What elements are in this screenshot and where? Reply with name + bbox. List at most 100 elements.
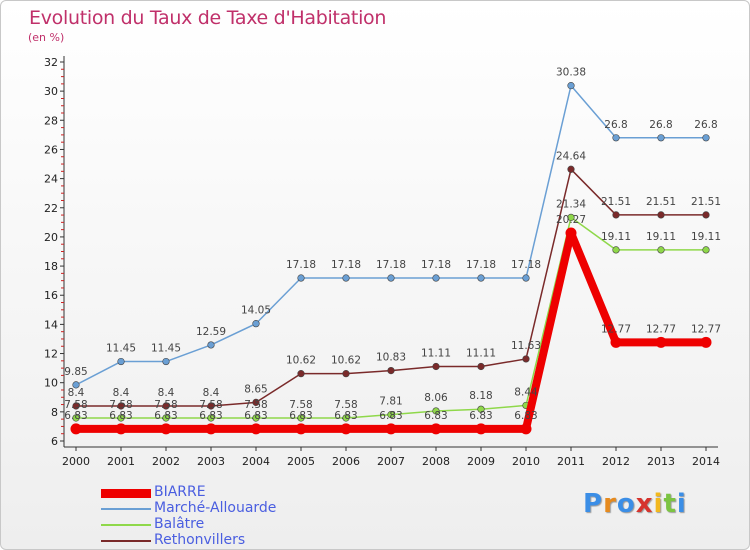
data-label: 17.18 (511, 259, 541, 271)
data-label: 11.11 (466, 348, 496, 360)
data-label: 10.62 (331, 355, 361, 367)
data-label: 26.8 (604, 119, 627, 131)
legend-swatch (101, 489, 151, 498)
data-point (72, 402, 80, 410)
data-point (72, 414, 80, 422)
data-point (522, 274, 530, 282)
data-point (612, 246, 620, 254)
data-label: 6.83 (199, 410, 222, 422)
data-label: 7.58 (334, 399, 357, 411)
data-point (117, 414, 125, 422)
data-label: 19.11 (691, 231, 721, 243)
data-label: 8.4 (68, 387, 85, 399)
data-label: 21.51 (691, 196, 721, 208)
data-label: 8.06 (424, 392, 448, 404)
data-label: 7.58 (244, 399, 267, 411)
data-label: 11.45 (151, 343, 181, 355)
data-point (117, 402, 125, 410)
y-tick-label: 28 (44, 114, 58, 127)
data-point (207, 414, 215, 422)
logo-letter: o (616, 489, 636, 519)
data-point (612, 134, 620, 142)
data-label: 9.85 (64, 366, 87, 378)
legend-swatch (101, 508, 151, 510)
x-tick-label: 2014 (692, 455, 720, 468)
data-label: 6.83 (289, 410, 312, 422)
x-tick-label: 2005 (287, 455, 315, 468)
x-tick-label: 2007 (377, 455, 405, 468)
data-label: 7.58 (109, 399, 132, 411)
data-label: 12.59 (196, 326, 226, 338)
data-label: 20.27 (556, 214, 586, 226)
y-tick-label: 30 (44, 85, 58, 98)
x-tick-label: 2010 (512, 455, 540, 468)
data-point (610, 336, 622, 348)
data-label: 11.45 (106, 343, 136, 355)
x-tick-label: 2000 (62, 455, 90, 468)
data-label: 7.81 (379, 396, 402, 408)
data-label: 8.18 (469, 390, 492, 402)
data-point (340, 423, 352, 435)
data-label: 19.11 (646, 231, 676, 243)
data-point (252, 320, 260, 328)
data-label: 30.38 (556, 67, 586, 79)
logo-letter: t (663, 489, 677, 519)
data-point (612, 211, 620, 219)
data-point (297, 274, 305, 282)
y-tick-label: 16 (44, 289, 58, 302)
data-point (162, 357, 170, 366)
y-tick-label: 14 (44, 318, 58, 331)
data-point (117, 357, 125, 366)
data-label: 7.58 (64, 399, 87, 411)
data-point (657, 211, 665, 219)
x-tick-label: 2003 (197, 455, 225, 468)
data-point (430, 423, 442, 435)
data-label: 7.58 (154, 399, 177, 411)
data-point (385, 423, 397, 435)
x-tick-label: 2001 (107, 455, 135, 468)
data-label: 17.18 (286, 259, 316, 271)
data-label: 12.77 (646, 323, 676, 335)
chart-unit-label: (en %) (28, 31, 65, 44)
x-tick-label: 2011 (557, 455, 585, 468)
data-label: 21.51 (646, 196, 676, 208)
data-point (432, 362, 440, 371)
data-point (162, 414, 170, 422)
data-point (475, 423, 487, 435)
chart-title: Evolution du Taux de Taxe d'Habitation (29, 7, 387, 29)
data-point (70, 423, 82, 435)
x-tick-label: 2012 (602, 455, 630, 468)
data-label: 6.83 (334, 410, 357, 422)
y-tick-label: 26 (44, 143, 58, 156)
x-tick-label: 2009 (467, 455, 495, 468)
data-label: 21.51 (601, 196, 631, 208)
data-label: 6.83 (424, 410, 447, 422)
legend-label: Rethonvillers (154, 532, 246, 548)
data-label: 6.83 (109, 410, 132, 422)
logo-letter: r (603, 489, 617, 519)
data-point (520, 423, 532, 435)
y-tick-label: 8 (51, 406, 58, 419)
y-tick-label: 12 (44, 348, 58, 361)
data-label: 7.58 (199, 399, 222, 411)
data-label: 6.83 (514, 410, 537, 422)
data-point (207, 402, 215, 410)
data-label: 17.18 (331, 259, 361, 271)
data-label: 11.63 (511, 340, 541, 352)
data-label: 17.18 (466, 259, 496, 271)
data-point (432, 407, 440, 415)
x-tick-label: 2002 (152, 455, 180, 468)
data-label: 10.62 (286, 355, 316, 367)
data-label: 26.8 (649, 119, 672, 131)
data-point (115, 423, 127, 435)
data-label: 17.18 (421, 259, 451, 271)
data-point (702, 134, 710, 142)
x-tick-label: 2004 (242, 455, 270, 468)
data-point (387, 366, 395, 375)
y-tick-label: 10 (44, 377, 58, 390)
data-point (207, 341, 215, 349)
legend-label: BIARRE (154, 484, 206, 500)
data-point (477, 274, 485, 282)
